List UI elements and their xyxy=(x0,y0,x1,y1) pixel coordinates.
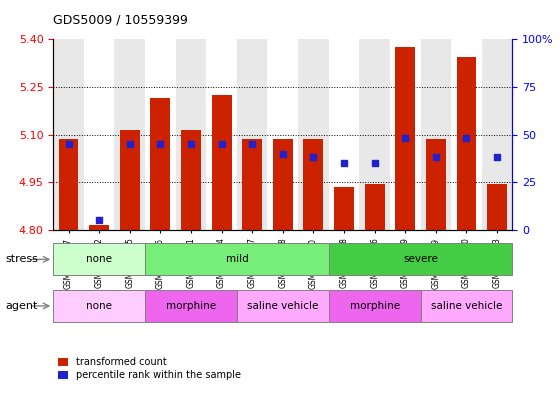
Bar xyxy=(482,39,512,230)
Text: agent: agent xyxy=(6,301,38,311)
Point xyxy=(156,141,165,147)
Point xyxy=(186,141,195,147)
Text: saline vehicle: saline vehicle xyxy=(431,301,502,311)
Text: morphine: morphine xyxy=(349,301,400,311)
Bar xyxy=(329,39,360,230)
Bar xyxy=(237,290,329,322)
Bar xyxy=(212,95,231,230)
Point xyxy=(401,135,410,141)
Bar xyxy=(273,140,293,230)
Bar xyxy=(395,47,415,230)
Point xyxy=(278,151,287,157)
Bar xyxy=(365,184,385,230)
Text: mild: mild xyxy=(226,254,248,264)
Bar xyxy=(114,39,145,230)
Point xyxy=(64,141,73,147)
Point xyxy=(370,160,379,166)
Point xyxy=(248,141,256,147)
Text: saline vehicle: saline vehicle xyxy=(247,301,319,311)
Text: GDS5009 / 10559399: GDS5009 / 10559399 xyxy=(53,14,188,27)
Bar xyxy=(360,39,390,230)
Point xyxy=(431,154,440,161)
Bar xyxy=(451,39,482,230)
Bar xyxy=(53,243,145,275)
Bar xyxy=(145,290,237,322)
Bar xyxy=(84,39,114,230)
Text: stress: stress xyxy=(6,254,39,264)
Bar xyxy=(145,243,329,275)
Point xyxy=(339,160,348,166)
Bar xyxy=(53,39,84,230)
Bar xyxy=(421,39,451,230)
Point xyxy=(125,141,134,147)
Bar xyxy=(206,39,237,230)
Bar xyxy=(145,39,176,230)
Bar xyxy=(242,140,262,230)
Point xyxy=(309,154,318,161)
Bar xyxy=(456,57,477,230)
Bar xyxy=(298,39,329,230)
Point xyxy=(217,141,226,147)
Text: none: none xyxy=(86,301,112,311)
Bar xyxy=(390,39,421,230)
Bar xyxy=(329,290,421,322)
Bar xyxy=(426,140,446,230)
Bar xyxy=(268,39,298,230)
Bar xyxy=(181,130,201,230)
Bar xyxy=(53,290,145,322)
Point xyxy=(462,135,471,141)
Bar xyxy=(334,187,354,230)
Point xyxy=(493,154,502,161)
Text: morphine: morphine xyxy=(166,301,216,311)
Text: severe: severe xyxy=(403,254,438,264)
Bar xyxy=(421,290,512,322)
Point xyxy=(95,217,104,224)
Legend: transformed count, percentile rank within the sample: transformed count, percentile rank withi… xyxy=(58,357,241,380)
Text: none: none xyxy=(86,254,112,264)
Bar xyxy=(487,184,507,230)
Bar xyxy=(120,130,139,230)
Bar xyxy=(176,39,206,230)
Bar xyxy=(59,140,78,230)
Bar xyxy=(329,243,512,275)
Bar xyxy=(237,39,268,230)
Bar xyxy=(304,140,323,230)
Bar xyxy=(151,98,170,230)
Bar xyxy=(89,225,109,230)
